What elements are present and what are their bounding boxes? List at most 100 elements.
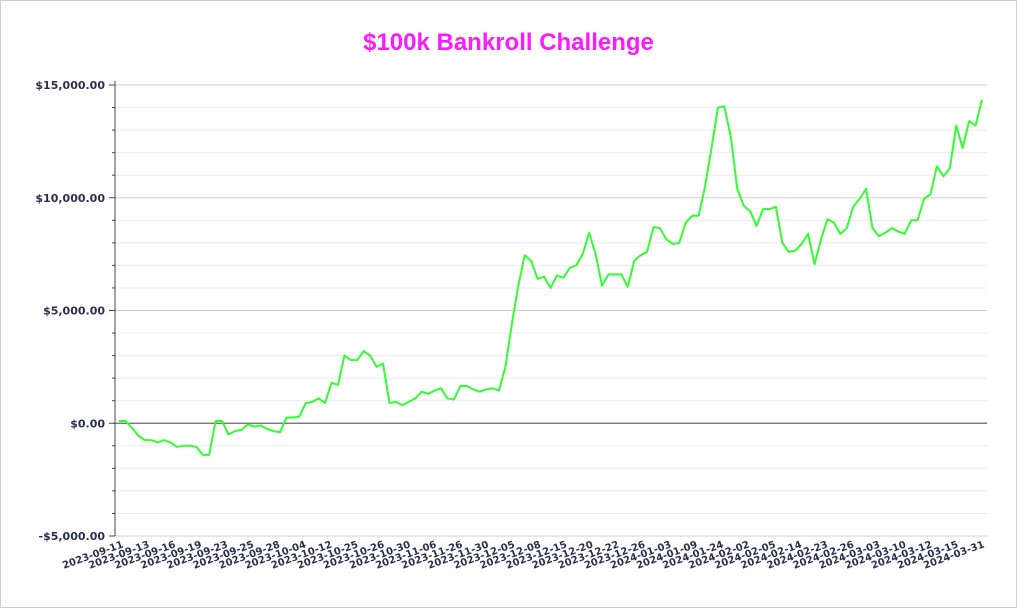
- data-point: [653, 226, 655, 228]
- data-point: [595, 253, 597, 255]
- data-point: [711, 147, 713, 149]
- data-point: [234, 430, 236, 432]
- data-point: [247, 423, 249, 425]
- data-point: [878, 235, 880, 237]
- data-point: [124, 420, 126, 422]
- data-point: [981, 99, 983, 101]
- data-point: [240, 429, 242, 431]
- data-point: [562, 277, 564, 279]
- data-point: [414, 397, 416, 399]
- data-point: [627, 286, 629, 288]
- data-point: [273, 430, 275, 432]
- data-point: [717, 107, 719, 109]
- data-point: [749, 210, 751, 212]
- data-point: [607, 273, 609, 275]
- data-point: [472, 388, 474, 390]
- data-point: [350, 359, 352, 361]
- data-point: [685, 222, 687, 224]
- data-point: [929, 193, 931, 195]
- y-tick-label: $0.00: [70, 417, 105, 430]
- data-point: [537, 278, 539, 280]
- data-point: [839, 233, 841, 235]
- data-point: [936, 165, 938, 167]
- data-point: [588, 232, 590, 234]
- data-point: [305, 402, 307, 404]
- y-tick-label: $15,000.00: [35, 79, 105, 92]
- data-point: [949, 167, 951, 169]
- data-point: [311, 401, 313, 403]
- data-point: [846, 227, 848, 229]
- data-point: [453, 399, 455, 401]
- data-point: [962, 147, 964, 149]
- data-point: [968, 120, 970, 122]
- data-point: [221, 420, 223, 422]
- data-point: [788, 251, 790, 253]
- data-point: [910, 219, 912, 221]
- y-tick-label: -$5,000.00: [39, 530, 106, 543]
- data-point: [530, 260, 532, 262]
- data-point: [253, 426, 255, 428]
- data-point: [704, 185, 706, 187]
- data-point: [318, 397, 320, 399]
- data-point: [904, 233, 906, 235]
- data-point: [646, 251, 648, 253]
- data-point: [485, 388, 487, 390]
- data-point: [820, 238, 822, 240]
- data-point: [376, 366, 378, 368]
- data-point: [794, 250, 796, 252]
- data-point: [427, 393, 429, 395]
- data-point: [356, 359, 358, 361]
- data-point: [620, 273, 622, 275]
- data-point: [884, 232, 886, 234]
- data-point: [170, 441, 172, 443]
- data-point: [524, 254, 526, 256]
- data-point: [975, 125, 977, 127]
- data-point: [189, 445, 191, 447]
- data-point: [756, 225, 758, 227]
- data-point: [343, 355, 345, 357]
- data-point: [859, 198, 861, 200]
- data-point: [337, 384, 339, 386]
- data-point: [144, 439, 146, 441]
- data-point: [891, 227, 893, 229]
- data-point: [395, 401, 397, 403]
- data-point: [955, 125, 957, 127]
- data-point: [826, 218, 828, 220]
- data-point: [633, 260, 635, 262]
- data-point: [479, 391, 481, 393]
- data-point: [511, 323, 513, 325]
- data-point: [801, 243, 803, 245]
- data-point: [582, 253, 584, 255]
- y-tick-label: $5,000.00: [43, 305, 105, 318]
- data-point: [852, 206, 854, 208]
- data-point: [131, 427, 133, 429]
- data-point: [260, 425, 262, 427]
- data-point: [176, 446, 178, 448]
- data-point: [569, 267, 571, 269]
- data-point: [504, 366, 506, 368]
- grid-lines: [115, 84, 987, 537]
- data-point: [363, 350, 365, 352]
- data-point: [736, 188, 738, 190]
- data-point: [208, 454, 210, 456]
- data-point: [723, 105, 725, 107]
- data-point: [492, 387, 494, 389]
- data-point: [331, 382, 333, 384]
- data-point: [440, 387, 442, 389]
- data-point: [517, 285, 519, 287]
- data-point: [466, 385, 468, 387]
- data-point: [768, 208, 770, 210]
- data-point: [421, 391, 423, 393]
- data-point: [227, 434, 229, 436]
- data-point: [917, 219, 919, 221]
- data-point: [182, 445, 184, 447]
- data-point: [279, 431, 281, 433]
- chart-title: $100k Bankroll Challenge: [363, 29, 654, 56]
- data-point: [775, 206, 777, 208]
- data-point: [833, 222, 835, 224]
- data-point: [408, 401, 410, 403]
- data-point: [369, 355, 371, 357]
- bankroll-line: [119, 99, 983, 456]
- data-point: [897, 231, 899, 233]
